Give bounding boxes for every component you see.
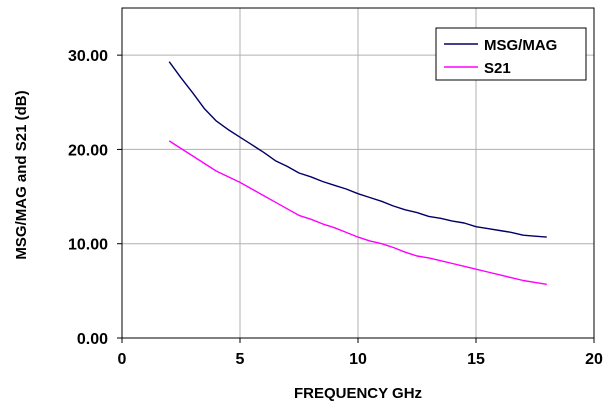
x-axis-title: FREQUENCY GHz <box>294 385 422 402</box>
x-tick-label: 15 <box>467 351 485 368</box>
y-axis-title: MSG/MAG and S21 (dB) <box>13 90 30 259</box>
y-tick-label: 0.00 <box>77 331 108 348</box>
x-tick-label: 10 <box>349 351 367 368</box>
x-tick-label: 5 <box>236 351 245 368</box>
y-tick-label: 20.00 <box>68 142 108 159</box>
legend-label-msg-mag: MSG/MAG <box>484 37 557 54</box>
series-layer <box>168 61 547 285</box>
legend-label-s21: S21 <box>484 60 511 77</box>
x-axis-ticks: 0 5 10 15 20 <box>118 338 603 368</box>
y-tick-label: 10.00 <box>68 237 108 254</box>
series-line-s21 <box>168 140 547 285</box>
x-tick-label: 20 <box>585 351 603 368</box>
y-axis-ticks: 0.00 10.00 20.00 30.00 <box>68 48 122 348</box>
y-tick-label: 30.00 <box>68 48 108 65</box>
series-line-msg-mag <box>168 61 547 238</box>
legend: MSG/MAG S21 <box>435 27 587 81</box>
x-tick-label: 0 <box>118 351 127 368</box>
legend-box <box>435 27 587 81</box>
